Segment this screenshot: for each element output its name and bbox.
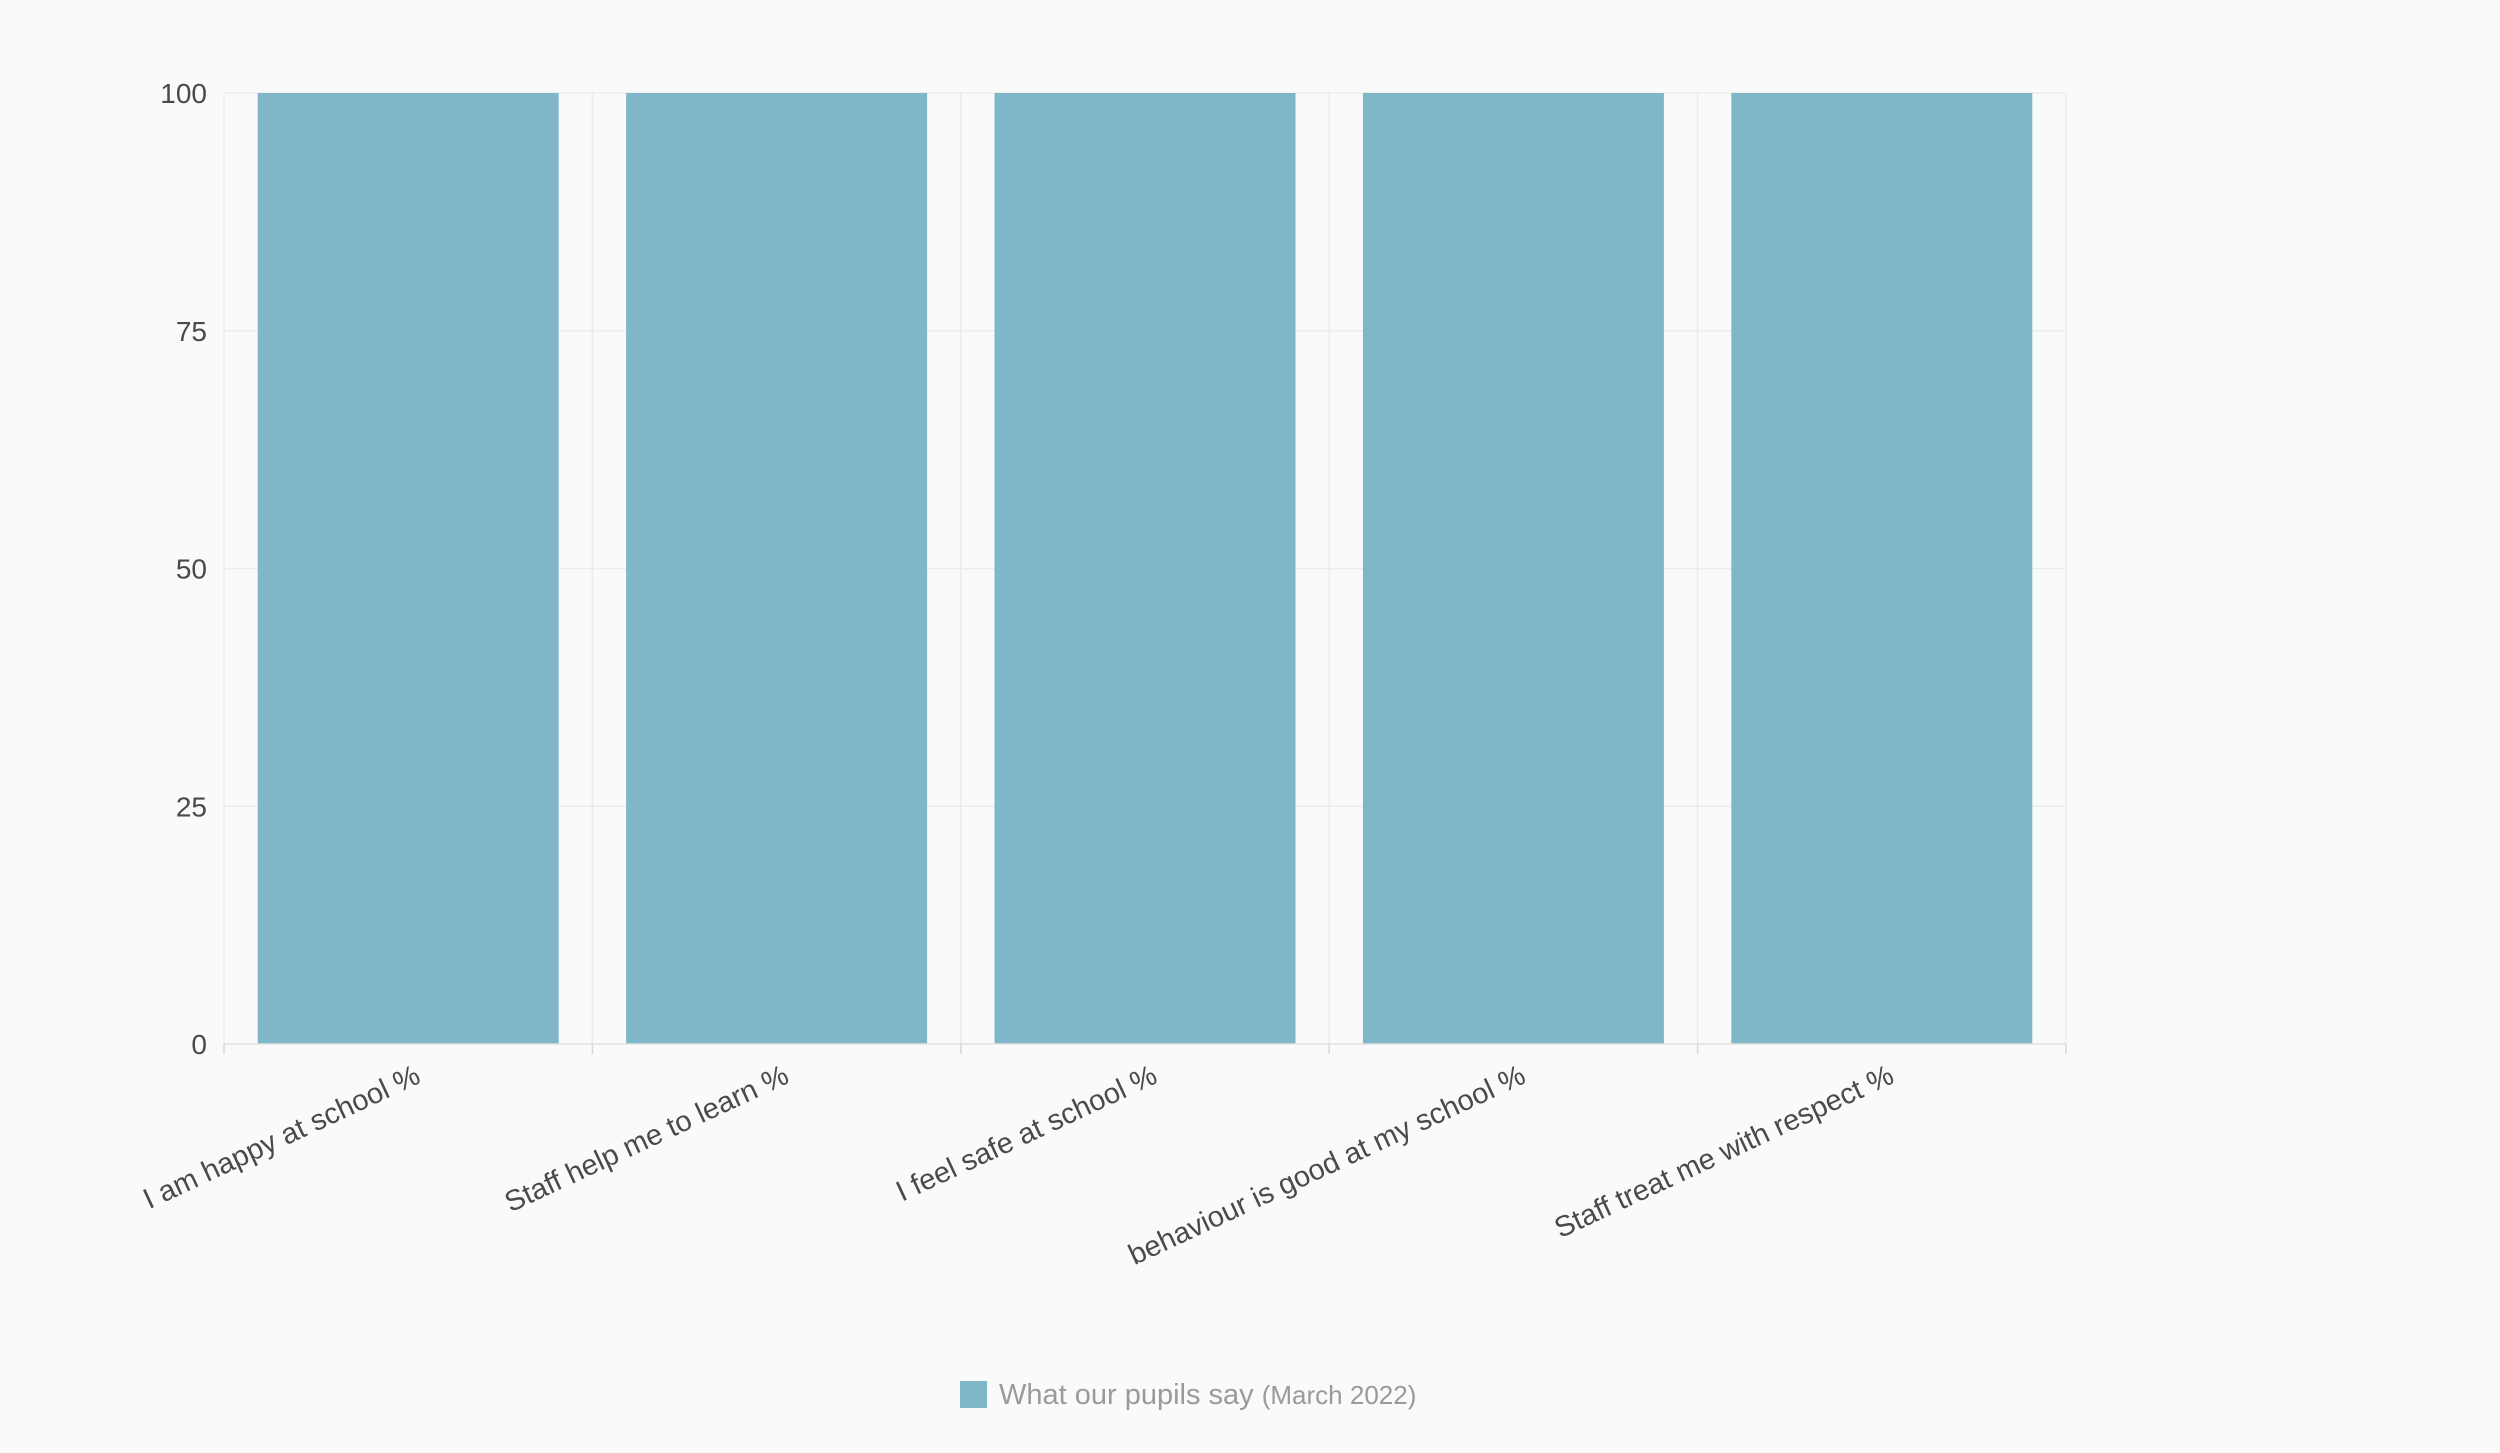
bar-1[interactable] <box>257 93 559 1044</box>
legend-label: What our pupils say (March 2022) <box>999 1379 1416 1411</box>
bar-5[interactable] <box>1731 93 2033 1044</box>
legend: What our pupils say (March 2022) <box>960 1379 1416 1411</box>
legend-series-name: What our pupils say <box>999 1379 1254 1411</box>
y-tick-labels: 0 25 50 75 100 <box>160 78 207 1060</box>
x-tick-label: Staff help me to learn % <box>500 1059 794 1219</box>
y-tick-label: 75 <box>176 316 207 347</box>
bars <box>257 93 2033 1044</box>
x-tick-label: behaviour is good at my school % <box>1124 1059 1531 1271</box>
legend-swatch <box>960 1381 987 1408</box>
y-tick-label: 100 <box>160 78 207 109</box>
axes <box>223 1043 2067 1054</box>
bar-4[interactable] <box>1362 93 1664 1044</box>
x-tick-label: I am happy at school % <box>138 1059 425 1215</box>
x-tick-label: Staff treat me with respect % <box>1550 1059 1899 1244</box>
y-tick-label: 0 <box>191 1029 207 1060</box>
bar-2[interactable] <box>626 93 928 1044</box>
y-tick-label: 25 <box>176 791 207 822</box>
y-tick-label: 50 <box>176 554 207 585</box>
legend-series-date: (March 2022) <box>1262 1380 1417 1410</box>
x-tick-label: I feel safe at school % <box>891 1059 1162 1208</box>
bar-3[interactable] <box>994 93 1296 1044</box>
x-tick-labels: I am happy at school % Staff help me to l… <box>138 1059 1898 1271</box>
